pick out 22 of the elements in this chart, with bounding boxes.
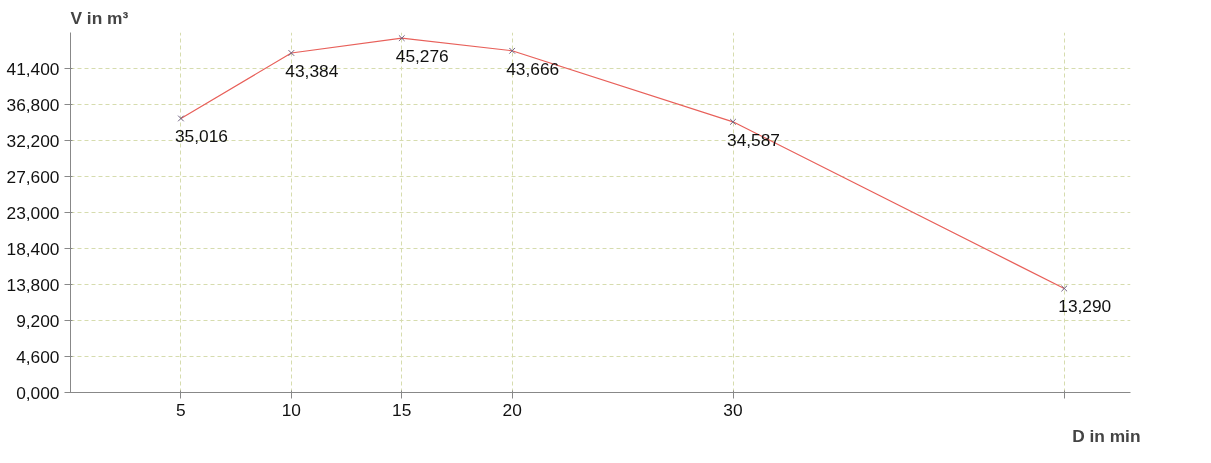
y-tick-label: 4,600: [16, 346, 60, 367]
y-tick-label: 23,000: [6, 202, 60, 223]
y-tick-label: 13,800: [6, 274, 60, 295]
data-label: 45,276: [395, 46, 449, 67]
y-tick-label: 41,400: [6, 58, 60, 79]
x-tick-label: 5: [176, 399, 186, 420]
y-tick-label: 32,200: [6, 130, 60, 151]
data-label: 43,384: [285, 60, 339, 81]
y-tick-label: 9,200: [16, 310, 60, 331]
data-label: 43,666: [506, 58, 560, 79]
y-axis-title: V in m³: [70, 7, 129, 28]
y-tick-label: 36,800: [6, 94, 60, 115]
x-axis-title: D in min: [1072, 425, 1141, 446]
y-tick-label: 27,600: [6, 166, 60, 187]
y-tick-label: 18,400: [6, 238, 60, 259]
y-tick-label: 0,000: [16, 382, 60, 403]
x-tick-label: 30: [723, 399, 743, 420]
x-tick-label: 10: [281, 399, 301, 420]
x-tick-label: 15: [392, 399, 412, 420]
data-label: 35,016: [174, 126, 228, 147]
x-tick-label: 20: [502, 399, 522, 420]
data-label: 13,290: [1058, 296, 1112, 317]
